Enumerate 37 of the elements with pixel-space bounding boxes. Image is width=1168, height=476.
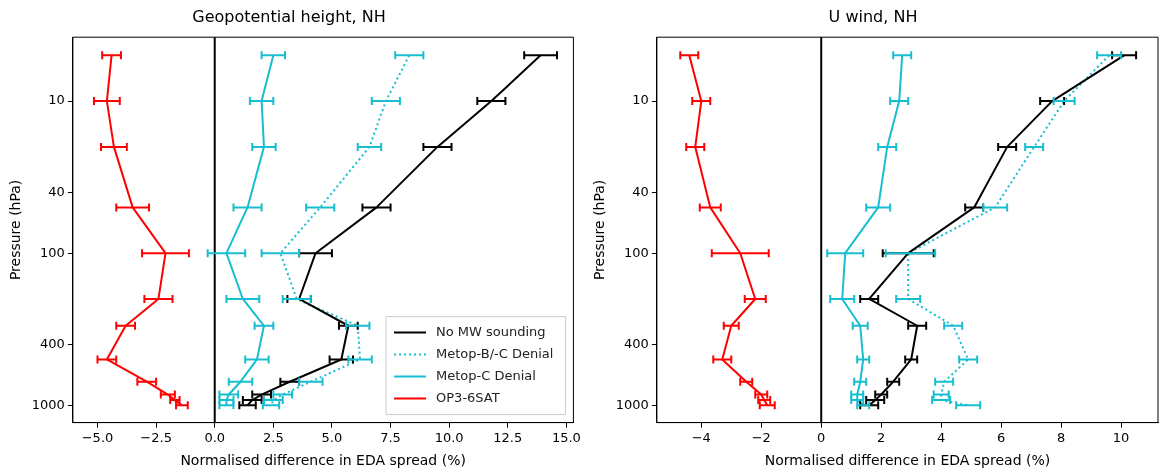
y-tick-label: 100 bbox=[624, 244, 649, 260]
x-tick-label: 10.0 bbox=[434, 429, 464, 445]
legend-label: No MW sounding bbox=[436, 323, 546, 339]
x-tick-label: 2.5 bbox=[262, 429, 284, 445]
chart-title: Geopotential height, NH bbox=[192, 6, 386, 26]
y-axis-title: Pressure (hPa) bbox=[7, 179, 24, 281]
x-tick-label: 0.0 bbox=[204, 429, 226, 445]
x-tick-label: 5.0 bbox=[321, 429, 343, 445]
y-tick-label: 1000 bbox=[615, 396, 649, 412]
x-tick-label: 12.5 bbox=[493, 429, 523, 445]
y-tick-label: 40 bbox=[632, 184, 649, 200]
x-tick-label: −2 bbox=[751, 429, 771, 445]
y-tick-label: 10 bbox=[632, 92, 649, 108]
y-tick-label: 10 bbox=[48, 92, 65, 108]
legend-label: Metop-C Denial bbox=[436, 367, 536, 383]
x-axis-title: Normalised difference in EDA spread (%) bbox=[180, 452, 466, 469]
y-axis-title: Pressure (hPa) bbox=[591, 179, 608, 281]
y-tick-label: 400 bbox=[40, 336, 65, 352]
y-tick-label: 40 bbox=[48, 184, 65, 200]
x-tick-label: 2 bbox=[877, 429, 886, 445]
y-tick-label: 1000 bbox=[31, 396, 65, 412]
x-tick-label: 4 bbox=[937, 429, 946, 445]
x-tick-label: 6 bbox=[997, 429, 1006, 445]
legend-label: Metop-B/-C Denial bbox=[436, 345, 554, 361]
y-tick-label: 400 bbox=[624, 336, 649, 352]
x-tick-label: 7.5 bbox=[380, 429, 401, 445]
x-tick-label: −5.0 bbox=[81, 429, 114, 445]
x-tick-label: 10 bbox=[1112, 429, 1130, 445]
x-axis-title: Normalised difference in EDA spread (%) bbox=[764, 452, 1051, 469]
x-tick-label: −2.5 bbox=[140, 429, 172, 445]
x-tick-label: −4 bbox=[691, 429, 711, 445]
x-tick-label: 15.0 bbox=[551, 429, 581, 445]
x-tick-label: 0 bbox=[817, 429, 826, 445]
y-tick-label: 100 bbox=[40, 244, 65, 260]
legend-label: OP3-6SAT bbox=[436, 389, 500, 405]
x-tick-label: 8 bbox=[1056, 429, 1066, 445]
chart-title: U wind, NH bbox=[828, 6, 918, 26]
